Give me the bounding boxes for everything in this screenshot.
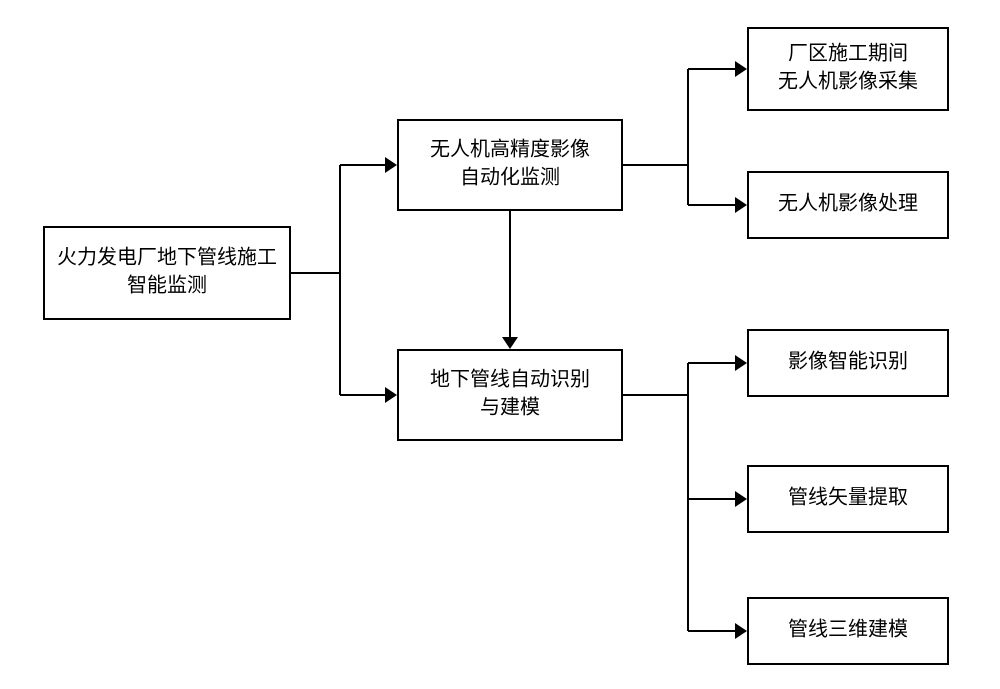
node-uav-label: 无人机高精度影像: [430, 138, 590, 161]
flowchart-canvas: 火力发电厂地下管线施工智能监测 无人机高精度影像自动化监测地下管线自动识别与建模 厂…: [0, 0, 1000, 689]
node-uav: [398, 120, 622, 210]
node-o1: [748, 28, 948, 110]
node-o1-label: 厂区施工期间: [788, 42, 908, 65]
node-uav-label: 自动化监测: [460, 166, 560, 189]
node-root: [44, 227, 290, 319]
node-o5-label: 管线三维建模: [788, 618, 908, 641]
node-o1-label: 无人机影像采集: [778, 70, 918, 93]
node-pipe: [398, 350, 622, 440]
node-root-label: 火力发电厂地下管线施工: [57, 246, 277, 269]
node-o4-label: 管线矢量提取: [788, 486, 908, 509]
node-pipe-label: 与建模: [480, 396, 540, 419]
node-o2-label: 无人机影像处理: [778, 192, 918, 215]
node-pipe-label: 地下管线自动识别: [430, 368, 590, 391]
node-o3-label: 影像智能识别: [788, 350, 908, 373]
node-root-label: 智能监测: [127, 274, 207, 297]
